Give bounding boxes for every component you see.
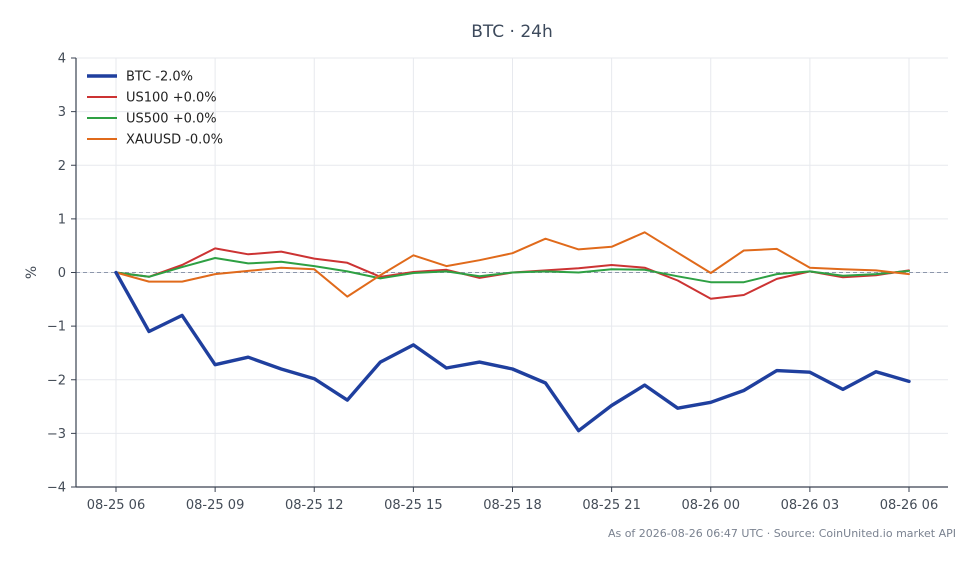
x-tick-labels: 08-25 06 08-25 09 08-25 12 08-25 15 08-25 18… — [87, 487, 938, 513]
x-tick-label: 08-25 21 — [582, 498, 640, 513]
x-tick-label: 08-25 15 — [384, 498, 442, 513]
series-line-xauusd — [115, 231, 910, 298]
series-line-btc — [114, 270, 911, 433]
y-tick-label: 4 — [58, 52, 66, 67]
y-axis-label: % — [24, 266, 40, 279]
x-tick-label: 08-25 09 — [186, 498, 244, 513]
y-tick-label: −2 — [47, 373, 66, 388]
series-layer — [114, 231, 911, 433]
y-tick-label: 0 — [58, 266, 66, 281]
series-line-us500 — [115, 257, 910, 284]
y-tick-labels: 4 3 2 1 0 −1 −2 −3 −4 — [47, 52, 76, 496]
x-tick-label: 08-25 06 — [87, 498, 145, 513]
legend-label: XAUUSD -0.0% — [126, 133, 223, 148]
x-tick-label: 08-25 12 — [285, 498, 343, 513]
x-tick-label: 08-26 06 — [880, 498, 938, 513]
x-tick-label: 08-26 03 — [781, 498, 839, 513]
legend: BTC -2.0% US100 +0.0% US500 +0.0% XAUUSD -0… — [87, 70, 223, 148]
y-tick-label: −3 — [47, 427, 66, 442]
y-tick-label: 2 — [58, 159, 66, 174]
y-tick-label: 1 — [58, 212, 66, 227]
legend-label: US100 +0.0% — [126, 91, 217, 106]
legend-label: US500 +0.0% — [126, 112, 217, 127]
x-tick-label: 08-25 18 — [483, 498, 541, 513]
x-tick-label: 08-26 00 — [682, 498, 740, 513]
y-tick-label: −4 — [47, 481, 66, 496]
legend-label: BTC -2.0% — [126, 70, 193, 85]
y-tick-label: 3 — [58, 105, 66, 120]
footer-source: As of 2026-08-26 06:47 UTC · Source: Coi… — [608, 527, 956, 540]
y-tick-label: −1 — [47, 320, 66, 335]
chart-title: BTC · 24h — [471, 22, 553, 42]
